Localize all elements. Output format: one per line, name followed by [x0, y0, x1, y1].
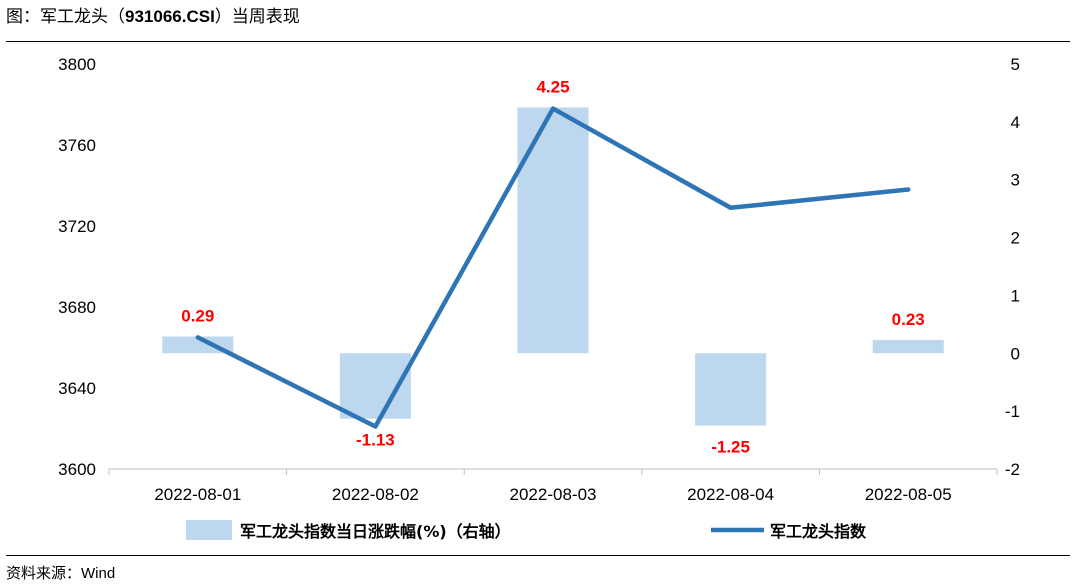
left-tick-label: 3600 [58, 460, 96, 479]
left-tick-label: 3800 [58, 55, 96, 74]
right-tick-label: 3 [1011, 171, 1020, 190]
right-tick-label: -1 [1005, 402, 1020, 421]
right-tick-label: 1 [1011, 286, 1020, 305]
x-tick-label: 2022-08-03 [510, 485, 597, 504]
right-tick-label: -2 [1005, 460, 1020, 479]
bar-data-label: 0.23 [892, 310, 925, 329]
index-line [195, 106, 911, 429]
legend-bar-swatch [186, 520, 232, 540]
legend: 军工龙头指数当日涨跌幅(%)（右轴） 军工龙头指数 [186, 520, 867, 541]
left-tick-label: 3680 [58, 298, 96, 317]
left-tick-label: 3760 [58, 136, 96, 155]
left-axis-ticks: 3600 3640 3680 3720 3760 3800 [58, 55, 96, 479]
source-name: Wind [81, 565, 116, 582]
x-tick-label: 2022-08-05 [865, 485, 952, 504]
bar-data-label: 4.25 [536, 77, 569, 96]
right-tick-label: 0 [1011, 344, 1020, 363]
x-axis-labels: 2022-08-01 2022-08-02 2022-08-03 2022-08-04… [154, 485, 951, 504]
right-tick-label: 4 [1011, 113, 1020, 132]
bar-data-label: -1.13 [356, 431, 395, 450]
combo-chart: 3600 3640 3680 3720 3760 3800 -2 -1 0 1 2 3 4 5 0.29… [58, 55, 1020, 541]
legend-line-label: 军工龙头指数 [770, 522, 867, 541]
x-axis-ticks [108, 469, 998, 475]
figure-title-prefix: 图：军工龙头（ [6, 7, 125, 27]
bar [695, 353, 767, 426]
bar [872, 339, 944, 354]
left-tick-label: 3640 [58, 379, 96, 398]
source-note: 资料来源：Wind [6, 562, 115, 585]
figure-title-suffix: ）当周表现 [214, 7, 300, 27]
bar-data-labels: 0.29 -1.13 4.25 -1.25 0.23 [181, 77, 924, 456]
x-tick-label: 2022-08-04 [687, 485, 774, 504]
x-tick-label: 2022-08-01 [154, 485, 241, 504]
bottom-rule [6, 555, 1070, 556]
left-tick-label: 3720 [58, 217, 96, 236]
right-axis-ticks: -2 -1 0 1 2 3 4 5 [1005, 55, 1020, 479]
bar [517, 107, 589, 354]
figure-title: 图：军工龙头（931066.CSI）当周表现 [6, 4, 300, 30]
source-prefix: 资料来源： [6, 564, 82, 582]
bar [162, 336, 234, 354]
legend-bar-label: 军工龙头指数当日涨跌幅(%)（右轴） [240, 522, 511, 541]
x-tick-label: 2022-08-02 [332, 485, 419, 504]
top-rule [6, 41, 1070, 42]
line-series [195, 106, 911, 429]
figure-title-code: 931066.CSI [125, 7, 215, 26]
bar-data-label: -1.25 [711, 438, 750, 457]
right-tick-label: 5 [1011, 55, 1020, 74]
bar-data-label: 0.29 [181, 307, 214, 326]
right-tick-label: 2 [1011, 229, 1020, 248]
